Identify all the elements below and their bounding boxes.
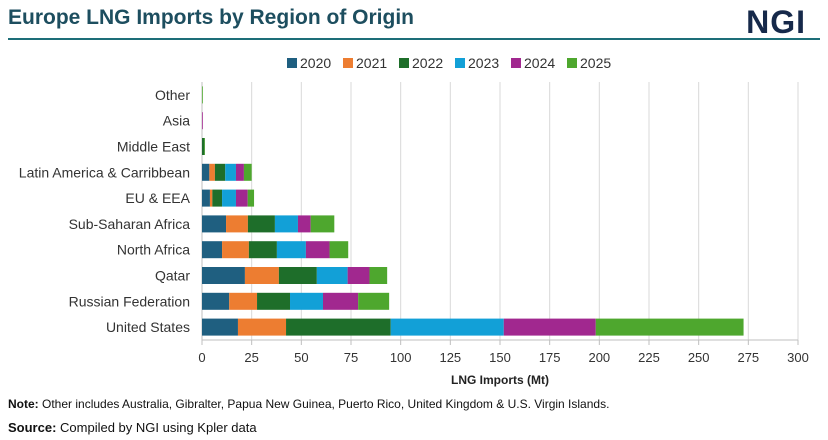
bar-segment-2020 <box>202 163 210 181</box>
bar-segment-2025 <box>329 241 349 259</box>
legend-label: 2020 <box>300 55 331 71</box>
legend-swatch-2023 <box>455 58 465 68</box>
legend-label: 2024 <box>524 55 555 71</box>
x-tick-label: 250 <box>688 350 710 365</box>
bar-segment-2020 <box>202 267 245 284</box>
bar-segment-2021 <box>222 241 249 259</box>
legend-label: 2022 <box>412 55 443 71</box>
chart-source: Source: Compiled by NGI using Kpler data <box>8 420 257 435</box>
x-tick-label: 150 <box>489 350 511 365</box>
category-label: Russian Federation <box>69 293 190 309</box>
bar-segment-2023 <box>274 215 298 233</box>
legend-label: 2025 <box>580 55 611 71</box>
x-tick-label: 175 <box>539 350 561 365</box>
x-tick-label: 125 <box>439 350 461 365</box>
x-tick-label: 25 <box>244 350 258 365</box>
x-tick-label: 0 <box>198 350 205 365</box>
bar-segment-2024 <box>322 292 359 310</box>
note-label: Note: <box>8 397 39 411</box>
bar-segment-2022 <box>286 318 391 336</box>
note-text: Other includes Australia, Gibralter, Pap… <box>38 397 610 411</box>
category-label: North Africa <box>117 242 190 258</box>
legend-swatch-2025 <box>567 58 577 68</box>
bar-segment-2021 <box>244 267 279 284</box>
bar-segment-2021 <box>209 163 215 181</box>
category-label: Asia <box>163 113 190 129</box>
x-tick-label: 225 <box>638 350 660 365</box>
bar-segment-2022 <box>278 267 317 284</box>
bar-segment-2021 <box>209 189 213 207</box>
bar-segment-2025 <box>369 267 388 284</box>
bar-segment-2025 <box>358 292 390 310</box>
bar-segment-2021 <box>229 292 258 310</box>
legend-swatch-2022 <box>399 58 409 68</box>
category-label: Sub-Saharan Africa <box>69 216 191 232</box>
bar-segment-2022 <box>257 292 291 310</box>
bar-segment-2020 <box>202 292 230 310</box>
bar-segment-2020 <box>202 241 223 259</box>
legend-swatch-2020 <box>287 58 297 68</box>
chart-note: Note: Other includes Australia, Gibralte… <box>8 397 609 411</box>
bar-segment-2023 <box>290 292 323 310</box>
category-label: Other <box>155 87 190 103</box>
bar-segment-2024 <box>297 215 311 233</box>
bar-segment-2025 <box>595 318 744 336</box>
bar-segment-2023 <box>276 241 306 259</box>
x-tick-label: 75 <box>344 350 358 365</box>
bar-segment-2024 <box>347 267 370 284</box>
x-tick-label: 200 <box>588 350 610 365</box>
x-tick-label: 275 <box>737 350 759 365</box>
ngi-logo: NGI <box>746 4 806 40</box>
bar-segment-2023 <box>390 318 504 336</box>
bar-segment-2023 <box>316 267 348 284</box>
source-label: Source: <box>8 420 57 435</box>
bar-segment-2022 <box>248 241 277 259</box>
bar-segment-2020 <box>202 318 238 336</box>
bar-segment-2022 <box>247 215 275 233</box>
bar-segment-2021 <box>237 318 287 336</box>
bar-segment-2022 <box>214 163 226 181</box>
legend-swatch-2021 <box>343 58 353 68</box>
bar-segment-2020 <box>202 189 210 207</box>
bar-segment-2025 <box>204 138 205 155</box>
bar-segment-2025 <box>247 189 255 207</box>
bar-segment-2024 <box>503 318 596 336</box>
bar-segment-2024 <box>235 189 248 207</box>
category-label: Middle East <box>117 139 190 155</box>
bar-segment-2023 <box>222 189 236 207</box>
x-tick-label: 50 <box>294 350 308 365</box>
bar-segment-2024 <box>202 112 203 130</box>
bar-segment-2024 <box>305 241 330 259</box>
bar-segment-2025 <box>310 215 335 233</box>
legend-swatch-2024 <box>511 58 521 68</box>
bar-segment-2025 <box>202 86 203 104</box>
bar-segment-2025 <box>243 163 252 181</box>
x-tick-label: 300 <box>787 350 809 365</box>
title-divider <box>8 38 820 40</box>
bar-segment-2023 <box>225 163 236 181</box>
bar-segment-2020 <box>202 215 227 233</box>
bar-segment-2024 <box>235 163 244 181</box>
category-label: Qatar <box>155 268 190 284</box>
category-label: EU & EEA <box>125 190 190 206</box>
bar-segment-2022 <box>212 189 223 207</box>
category-label: Latin America & Carribbean <box>19 164 190 180</box>
source-text: Compiled by NGI using Kpler data <box>56 420 257 435</box>
legend-label: 2023 <box>468 55 499 71</box>
legend-label: 2021 <box>356 55 387 71</box>
chart-title: Europe LNG Imports by Region of Origin <box>8 6 415 29</box>
category-label: United States <box>106 319 190 335</box>
bar-segment-2022 <box>202 138 205 155</box>
bar-segment-2021 <box>226 215 248 233</box>
x-tick-label: 100 <box>390 350 412 365</box>
x-axis-label: LNG Imports (Mt) <box>451 373 549 387</box>
